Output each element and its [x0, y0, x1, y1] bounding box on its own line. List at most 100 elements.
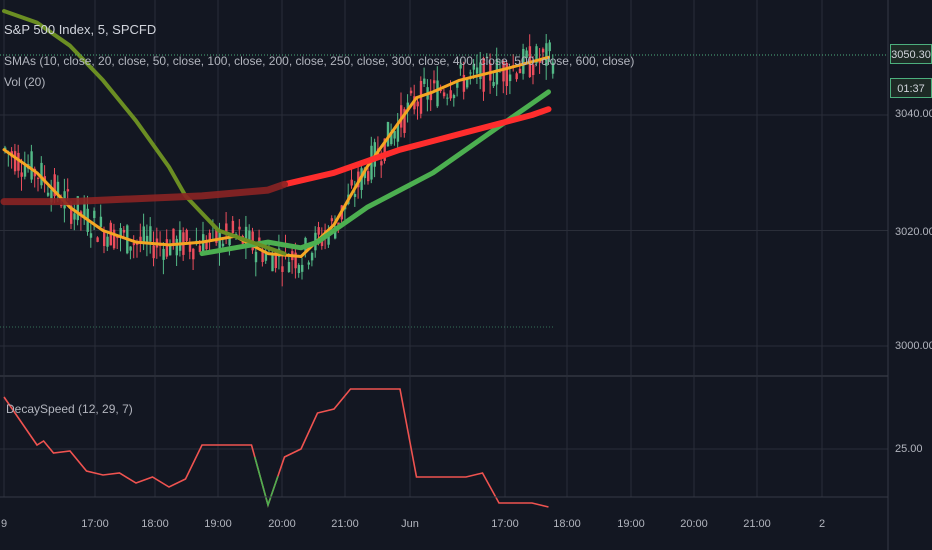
candle-body — [56, 181, 60, 196]
candle-body — [522, 48, 525, 74]
candle-body — [367, 171, 370, 182]
candle-body — [188, 243, 192, 252]
candle-body — [317, 227, 320, 235]
candle-body — [350, 179, 353, 186]
candle-body — [479, 62, 482, 79]
candle-body — [106, 236, 109, 247]
candle-body — [202, 234, 205, 255]
candle-body — [456, 81, 459, 88]
candle-body — [442, 92, 446, 97]
candle-body — [228, 234, 231, 246]
candle-body — [192, 248, 195, 260]
candle-body — [353, 194, 357, 197]
candle-body — [169, 243, 172, 256]
candle-body — [218, 231, 221, 252]
candle-body — [541, 48, 545, 53]
candle-body — [466, 79, 469, 88]
x-tick-label: 21:00 — [331, 518, 359, 530]
x-tick-label: 20:00 — [268, 518, 296, 530]
candle-body — [433, 80, 436, 84]
candle-body — [274, 250, 277, 269]
candle-body — [294, 252, 297, 269]
x-tick-label: 18:00 — [141, 518, 169, 530]
candle-body — [248, 230, 251, 245]
candle-body — [505, 62, 508, 87]
candle-body — [225, 223, 228, 234]
candle-body — [17, 152, 20, 171]
candle-body — [215, 229, 218, 243]
candle-body — [70, 205, 73, 224]
candle-body — [485, 56, 489, 58]
candle-body — [221, 243, 225, 247]
candle-body — [73, 213, 76, 220]
candle-body — [175, 238, 178, 256]
decay-line — [3, 388, 549, 508]
x-tick-label: Jun — [401, 518, 419, 530]
x-tick-label: 18:00 — [553, 518, 581, 530]
candle-body — [152, 245, 155, 259]
candle-body — [76, 196, 79, 221]
candle-body — [37, 177, 40, 179]
x-tick-label: 19:00 — [617, 518, 645, 530]
candle-body — [518, 68, 522, 74]
candle-body — [264, 251, 268, 261]
y-tick-label: 3040.00 — [895, 108, 932, 120]
candle-body — [515, 73, 518, 80]
x-tick-label: 9 — [0, 518, 8, 530]
candle-body — [396, 123, 400, 142]
candle-body — [386, 121, 390, 147]
sma-line-olive — [2, 9, 287, 256]
candle-body — [89, 233, 93, 238]
candle-body — [330, 218, 334, 222]
candle-body — [139, 236, 142, 243]
candle-body — [462, 74, 466, 92]
candle-body — [525, 50, 528, 59]
candle-body — [469, 72, 472, 74]
chart-title[interactable]: S&P 500 Index, 5, SPCFD — [4, 22, 157, 37]
sma-lines — [0, 9, 552, 258]
candle-body — [472, 64, 475, 70]
candle-body — [535, 46, 538, 64]
candle-body — [502, 61, 505, 82]
decayspeed-legend[interactable]: DecaySpeed (12, 29, 7) — [6, 402, 133, 416]
candle-body — [446, 97, 449, 99]
candle-body — [66, 189, 70, 192]
candle-body — [235, 233, 238, 235]
sma-line-darkred — [0, 180, 288, 206]
candle-body — [96, 237, 99, 242]
candle-body — [548, 42, 551, 52]
x-tick-label: 21:00 — [743, 518, 771, 530]
candle-body — [23, 165, 27, 177]
candle-body — [30, 151, 33, 180]
candle-body — [475, 67, 479, 74]
volume-legend[interactable]: Vol (20) — [4, 75, 46, 89]
candle-body — [406, 102, 409, 112]
candle-body — [149, 226, 152, 242]
x-tick-label: 2 — [818, 518, 826, 530]
candle-body — [452, 94, 456, 99]
y-tick-label: 3020.00 — [895, 226, 932, 238]
candle-body — [132, 242, 136, 246]
candle-body — [301, 264, 304, 272]
candle-body — [287, 261, 291, 272]
candle-body — [20, 172, 23, 177]
candle-body — [271, 254, 274, 272]
candle-body — [103, 230, 106, 247]
sma-line-red — [281, 106, 552, 188]
sma-legend[interactable]: SMAs (10, close, 20, close, 50, close, 1… — [4, 54, 635, 68]
candle-body — [310, 252, 314, 261]
candle-body — [165, 239, 169, 257]
candle-body — [172, 228, 175, 245]
candle-body — [208, 232, 211, 242]
candle-body — [162, 248, 165, 260]
candle-body — [400, 105, 403, 128]
candle-body — [393, 130, 396, 139]
candle-body — [93, 210, 96, 219]
candle-body — [492, 82, 495, 87]
candle-body — [439, 90, 442, 92]
candle-body — [551, 62, 555, 74]
candle-body — [112, 229, 116, 249]
candle-body — [403, 109, 406, 133]
x-tick-label: 20:00 — [680, 518, 708, 530]
